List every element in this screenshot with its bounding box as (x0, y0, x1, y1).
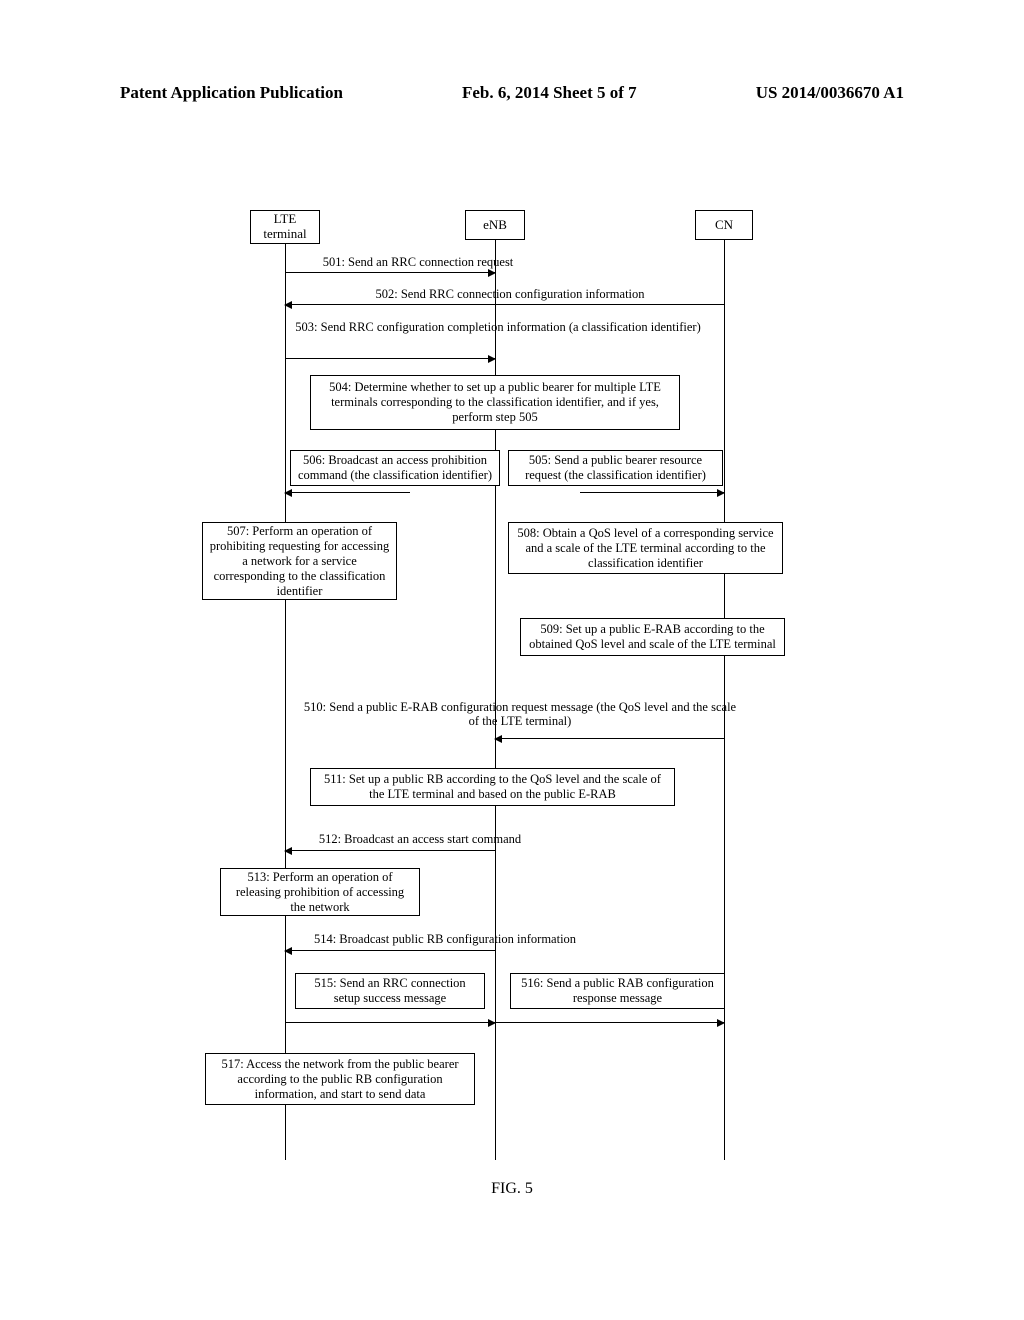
actor-enb: eNB (465, 210, 525, 240)
step-b517: 517: Access the network from the public … (205, 1053, 475, 1105)
arrow-a502 (285, 304, 724, 305)
step-b504: 504: Determine whether to set up a publi… (310, 375, 680, 430)
step-b516: 516: Send a public RAB configuration res… (510, 973, 725, 1009)
arrow-a516 (495, 1022, 724, 1023)
header-right: US 2014/0036670 A1 (756, 83, 904, 103)
arrow-label-a510: 510: Send a public E-RAB configuration r… (300, 700, 740, 729)
header-center: Feb. 6, 2014 Sheet 5 of 7 (462, 83, 637, 103)
step-b509: 509: Set up a public E-RAB according to … (520, 618, 785, 656)
step-b513: 513: Perform an operation of releasing p… (220, 868, 420, 916)
arrow-a505 (580, 492, 724, 493)
arrow-a506 (285, 492, 410, 493)
arrow-label-a502: 502: Send RRC connection configuration i… (330, 287, 690, 301)
arrow-a510 (495, 738, 724, 739)
arrow-label-a514: 514: Broadcast public RB configuration i… (295, 932, 595, 946)
step-b515: 515: Send an RRC connection setup succes… (295, 973, 485, 1009)
step-b507: 507: Perform an operation of prohibiting… (202, 522, 397, 600)
figure-label: FIG. 5 (491, 1180, 533, 1198)
step-b511: 511: Set up a public RB according to the… (310, 768, 675, 806)
step-b506: 506: Broadcast an access prohibition com… (290, 450, 500, 486)
arrow-a503 (285, 358, 495, 359)
step-b505: 505: Send a public bearer resource reque… (508, 450, 723, 486)
arrow-a501 (285, 272, 495, 273)
step-b508: 508: Obtain a QoS level of a correspondi… (508, 522, 783, 574)
arrow-a515 (285, 1022, 495, 1023)
arrow-label-a512: 512: Broadcast an access start command (300, 832, 540, 846)
page-header: Patent Application Publication Feb. 6, 2… (0, 83, 1024, 103)
actor-cn: CN (695, 210, 753, 240)
arrow-label-a503: 503: Send RRC configuration completion i… (288, 320, 708, 334)
sequence-diagram: LTE terminal eNB CN 501: Send an RRC connec… (190, 210, 850, 1160)
arrow-a512 (285, 850, 495, 851)
arrow-a514 (285, 950, 495, 951)
arrow-label-a501: 501: Send an RRC connection request (298, 255, 538, 269)
actor-lte: LTE terminal (250, 210, 320, 244)
header-left: Patent Application Publication (120, 83, 343, 103)
